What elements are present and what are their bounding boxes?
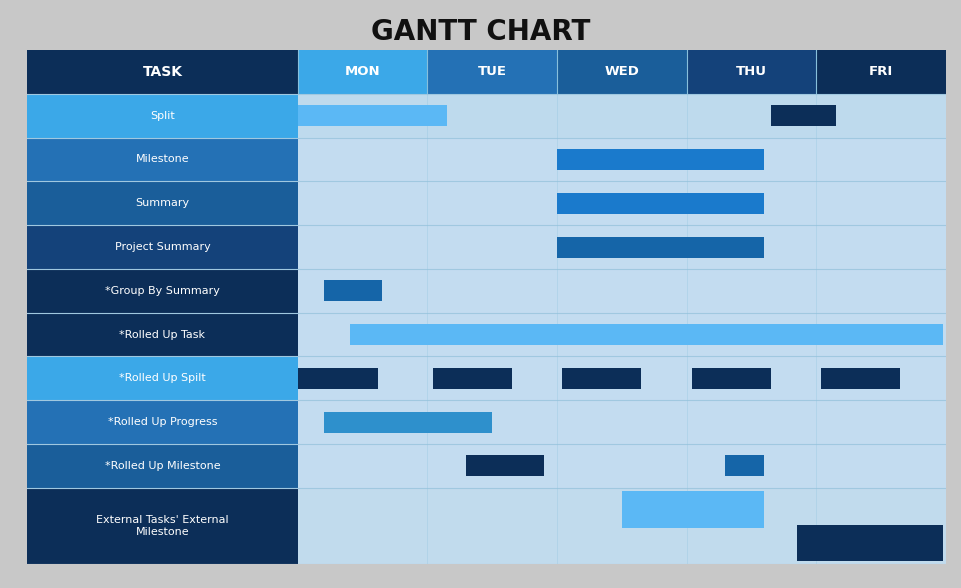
Bar	[27, 269, 298, 313]
Bar	[556, 149, 763, 170]
Bar	[27, 225, 298, 269]
Bar	[298, 181, 945, 225]
Bar	[298, 313, 945, 356]
Text: TUE: TUE	[478, 65, 506, 78]
Text: *Rolled Up Milestone: *Rolled Up Milestone	[105, 461, 220, 471]
Bar	[298, 368, 378, 389]
Bar	[427, 50, 556, 93]
Bar	[686, 50, 815, 93]
Bar	[725, 456, 763, 476]
Bar	[561, 368, 641, 389]
Bar	[298, 181, 945, 225]
Bar	[815, 50, 945, 93]
Text: External Tasks' External
Milestone: External Tasks' External Milestone	[96, 515, 229, 537]
Bar	[621, 491, 763, 527]
Bar	[324, 412, 492, 433]
Bar	[298, 138, 945, 181]
Bar	[298, 225, 945, 269]
Text: *Rolled Up Progress: *Rolled Up Progress	[108, 417, 217, 427]
Bar	[298, 488, 945, 564]
Bar	[298, 444, 945, 488]
Bar	[27, 138, 298, 181]
Bar	[298, 488, 945, 564]
Bar	[298, 356, 945, 400]
Bar	[324, 280, 382, 301]
Bar	[298, 93, 945, 138]
Bar	[27, 444, 298, 488]
Bar	[298, 269, 945, 313]
Bar	[298, 313, 945, 356]
Text: TASK: TASK	[142, 65, 183, 79]
Bar	[821, 368, 899, 389]
Text: WED: WED	[604, 65, 638, 78]
Bar	[466, 456, 544, 476]
Text: FRI: FRI	[868, 65, 892, 78]
Text: THU: THU	[735, 65, 766, 78]
Bar	[298, 105, 447, 126]
Text: GANTT CHART: GANTT CHART	[371, 18, 590, 46]
Text: *Rolled Up Task: *Rolled Up Task	[119, 330, 206, 340]
Bar	[298, 50, 427, 93]
Bar	[298, 444, 945, 488]
Text: Project Summary: Project Summary	[114, 242, 210, 252]
Text: *Group By Summary: *Group By Summary	[105, 286, 220, 296]
Bar	[27, 50, 298, 93]
Bar	[27, 181, 298, 225]
Text: Summary: Summary	[136, 198, 189, 208]
Text: MON: MON	[345, 65, 381, 78]
Bar	[27, 93, 298, 138]
Bar	[27, 356, 298, 400]
Bar	[556, 193, 763, 214]
Text: *Rolled Up Spilt: *Rolled Up Spilt	[119, 373, 206, 383]
Bar	[298, 400, 945, 444]
Bar	[770, 105, 835, 126]
Bar	[350, 324, 942, 345]
Bar	[691, 368, 770, 389]
Bar	[298, 225, 945, 269]
Text: Split: Split	[150, 111, 175, 121]
Bar	[27, 488, 298, 564]
Bar	[27, 313, 298, 356]
Bar	[298, 400, 945, 444]
Bar	[556, 236, 763, 258]
Bar	[298, 356, 945, 400]
Bar	[298, 138, 945, 181]
Bar	[298, 93, 945, 138]
Text: Milestone: Milestone	[136, 155, 189, 165]
Bar	[27, 400, 298, 444]
Bar	[298, 269, 945, 313]
Bar	[432, 368, 511, 389]
Bar	[796, 524, 942, 562]
Bar	[556, 50, 686, 93]
